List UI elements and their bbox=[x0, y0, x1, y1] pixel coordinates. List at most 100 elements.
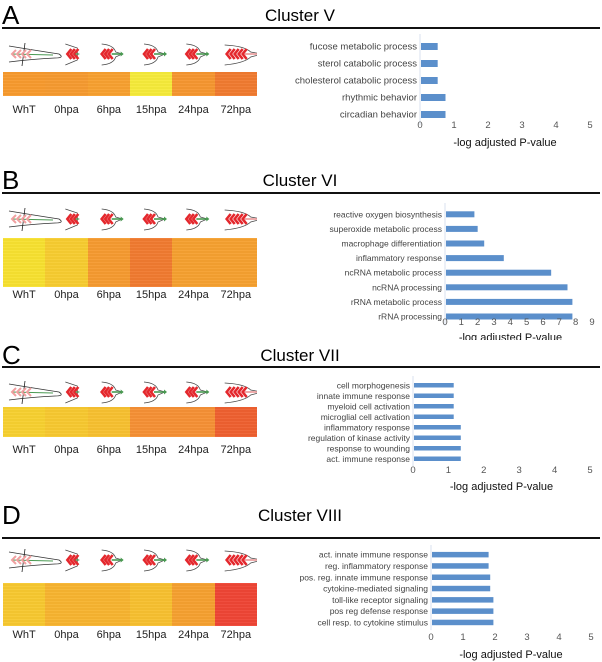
ray-chevron-icon bbox=[65, 554, 73, 566]
category-label: inflammatory response bbox=[356, 253, 442, 263]
x-tick-label: 5 bbox=[587, 120, 592, 131]
ray-chevron-icon bbox=[229, 554, 236, 566]
category-label: macrophage differentiation bbox=[342, 239, 443, 249]
bar bbox=[414, 393, 454, 398]
title-rule bbox=[2, 192, 600, 194]
ray-chevron-icon bbox=[69, 554, 76, 566]
ray-chevron-icon bbox=[188, 386, 195, 398]
ray-chevron-icon bbox=[233, 554, 240, 566]
timepoint-label: 72hpa bbox=[220, 289, 252, 301]
fin-regeneration-illustrations bbox=[8, 42, 257, 67]
heatmap-column-72hpa bbox=[214, 583, 257, 626]
timepoint-labels: WhT 0hpa 6hpa 15hpa 24hpa 72hpa bbox=[3, 444, 257, 456]
fin-icon bbox=[8, 380, 62, 405]
ray-chevron-icon bbox=[107, 386, 114, 398]
ray-chevron-icon bbox=[237, 48, 244, 60]
ray-chevron-icon bbox=[103, 386, 111, 398]
title-rule bbox=[2, 366, 600, 368]
category-label: fucose metabolic process bbox=[310, 42, 417, 53]
panel-letter: D bbox=[2, 500, 21, 530]
x-tick-label: 2 bbox=[475, 317, 480, 328]
x-tick-label: 3 bbox=[519, 120, 524, 131]
x-tick-label: 4 bbox=[508, 317, 513, 328]
bar bbox=[446, 269, 552, 276]
bar bbox=[414, 404, 454, 409]
panel-title: Cluster V bbox=[265, 6, 335, 25]
x-tick-label: 1 bbox=[459, 317, 464, 328]
ray-chevron-icon bbox=[103, 48, 111, 60]
heatmap-column-24hpa bbox=[172, 583, 215, 626]
timepoint-label: 0hpa bbox=[54, 629, 79, 641]
heatmap-column-0hpa bbox=[45, 583, 88, 626]
x-tick-label: 0 bbox=[428, 632, 433, 643]
x-axis-title: -log adjusted P-value bbox=[459, 332, 562, 340]
expression-heatmap bbox=[3, 407, 257, 437]
ray-chevron-icon bbox=[191, 554, 199, 566]
ray-chevron-icon bbox=[107, 554, 114, 566]
x-tick-label: 3 bbox=[517, 465, 522, 476]
category-label: sterol catabolic process bbox=[318, 59, 418, 70]
panel-c: C Cluster VII WhT 0hpa 6hpa 15hpa 24hpa 72hpa… bbox=[0, 340, 602, 500]
ray-chevron-icon bbox=[69, 386, 76, 398]
ray-chevron-icon bbox=[191, 386, 199, 398]
timepoint-label: 0hpa bbox=[54, 289, 79, 301]
timepoint-label: 24hpa bbox=[178, 629, 209, 641]
ray-chevron-icon bbox=[241, 48, 248, 60]
timepoint-label: 0hpa bbox=[54, 104, 79, 116]
heatmap-column-WhT bbox=[3, 238, 46, 287]
category-label: regulation of kinase activity bbox=[308, 433, 411, 443]
category-label: reactive oxygen biosynthesis bbox=[333, 209, 442, 219]
fin-icon bbox=[142, 43, 167, 66]
fin-regeneration-illustrations bbox=[8, 548, 257, 573]
category-label: act. immune response bbox=[326, 454, 410, 464]
heatmap-column-0hpa bbox=[45, 407, 88, 437]
bar bbox=[432, 551, 489, 558]
heatmap-column-15hpa bbox=[129, 583, 173, 626]
timepoint-label: 72hpa bbox=[220, 104, 252, 116]
fin-icon bbox=[142, 208, 167, 231]
heatmap-column-0hpa bbox=[45, 72, 88, 96]
bar bbox=[421, 111, 446, 118]
fin-regeneration-illustrations bbox=[8, 207, 257, 232]
ray-chevron-icon bbox=[149, 48, 157, 60]
bar bbox=[414, 425, 461, 430]
ray-chevron-icon bbox=[72, 213, 80, 225]
panel-a: A Cluster V WhT 0hpa 6hpa 15hpa 24hpa 72hpa f… bbox=[0, 0, 602, 160]
category-label: rRNA metabolic process bbox=[351, 297, 442, 307]
ray-chevron-icon bbox=[72, 554, 80, 566]
x-tick-label: 0 bbox=[417, 120, 422, 131]
x-tick-label: 0 bbox=[410, 465, 415, 476]
bar bbox=[446, 255, 504, 262]
category-label: ncRNA processing bbox=[372, 282, 442, 292]
ray-chevron-icon bbox=[237, 554, 244, 566]
timepoint-label: WhT bbox=[12, 289, 36, 301]
x-tick-label: 2 bbox=[481, 465, 486, 476]
fin-icon bbox=[8, 42, 62, 67]
category-label: act. innate immune response bbox=[319, 550, 428, 560]
bar bbox=[421, 77, 438, 84]
bar bbox=[421, 43, 438, 50]
fin-icon bbox=[142, 549, 167, 572]
bar bbox=[414, 414, 454, 419]
heatmap-column-72hpa bbox=[214, 72, 257, 96]
x-tick-label: 9 bbox=[589, 317, 594, 328]
panel-b: B Cluster VI WhT 0hpa 6hpa 15hpa 24hpa 72hpa … bbox=[0, 165, 602, 340]
timepoint-label: 24hpa bbox=[178, 104, 209, 116]
x-tick-label: 4 bbox=[553, 120, 558, 131]
ray-chevron-icon bbox=[100, 213, 107, 225]
ray-chevron-icon bbox=[65, 213, 73, 225]
panel-title: Cluster VIII bbox=[257, 506, 343, 525]
ray-chevron-icon bbox=[145, 213, 153, 225]
ray-chevron-icon bbox=[229, 386, 236, 398]
ray-chevron-icon bbox=[145, 48, 153, 60]
bar bbox=[414, 383, 454, 388]
category-label: myeloid cell activation bbox=[327, 401, 410, 411]
category-label: reg. inflammatory response bbox=[325, 561, 428, 571]
heatmap-column-WhT bbox=[3, 72, 46, 96]
ray-chevron-icon bbox=[229, 48, 236, 60]
timepoint-label: WhT bbox=[12, 629, 36, 641]
category-label: pos reg defense response bbox=[330, 606, 429, 616]
timepoint-label: 24hpa bbox=[178, 289, 209, 301]
bar bbox=[446, 211, 475, 218]
